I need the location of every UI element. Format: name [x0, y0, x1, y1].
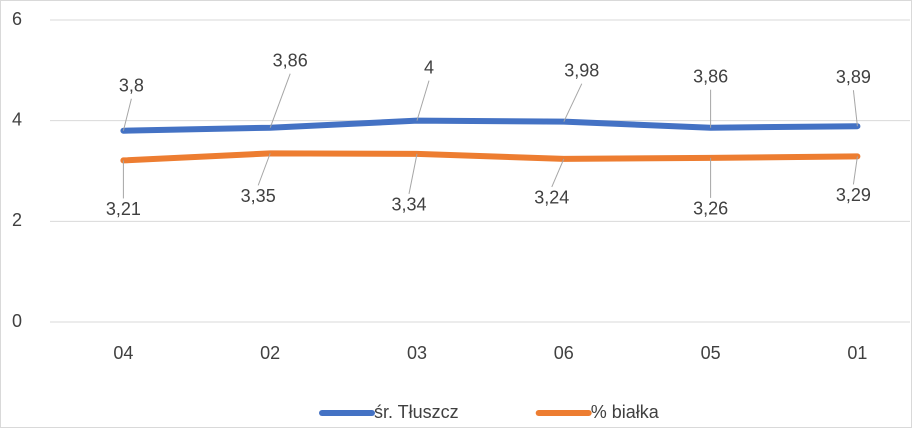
data-label: 4 [424, 57, 434, 77]
data-label: 3,34 [391, 195, 426, 215]
y-tick-label: 6 [12, 9, 22, 29]
leader-line [852, 156, 858, 185]
data-label: 3,35 [241, 186, 276, 206]
leader-line [408, 153, 418, 194]
x-tick-label: 05 [701, 343, 721, 363]
series-line [120, 117, 861, 134]
leader-line [416, 80, 430, 121]
data-label: 3,29 [836, 185, 871, 205]
x-tick-label: 03 [407, 343, 427, 363]
y-tick-label: 2 [12, 210, 22, 230]
x-tick-label: 04 [113, 343, 133, 363]
leader-line [269, 73, 291, 128]
data-label: 3,86 [273, 50, 308, 70]
leader-line [122, 98, 132, 131]
data-label: 3,8 [119, 75, 144, 95]
data-label: 3,98 [564, 60, 599, 80]
x-tick-label: 06 [554, 343, 574, 363]
y-tick-label: 4 [12, 109, 22, 129]
data-label: 3,21 [106, 199, 141, 219]
y-tick-label: 0 [12, 311, 22, 331]
data-label: 3,89 [836, 67, 871, 87]
leader-line [257, 153, 271, 186]
legend-label: śr. Tłuszcz [374, 402, 459, 422]
x-tick-label: 01 [847, 343, 867, 363]
data-label: 3,24 [534, 188, 569, 208]
x-tick-label: 02 [260, 343, 280, 363]
data-label: 3,86 [693, 66, 728, 86]
leader-line [551, 158, 565, 188]
series-line [120, 150, 861, 164]
legend-label: % białka [591, 402, 660, 422]
data-label: 3,26 [693, 199, 728, 219]
leader-line [852, 90, 858, 127]
leader-line [563, 83, 583, 122]
